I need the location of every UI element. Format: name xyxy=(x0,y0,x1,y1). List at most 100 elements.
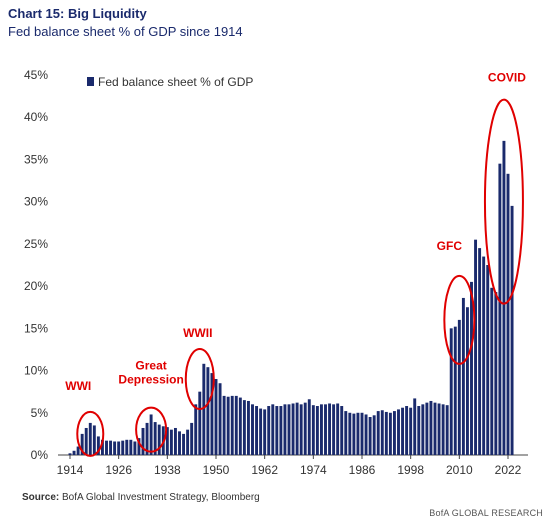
bar xyxy=(149,414,153,455)
bar xyxy=(121,440,125,455)
bar xyxy=(117,441,121,455)
bar xyxy=(194,404,198,455)
x-tick-label: 2010 xyxy=(446,463,473,477)
bar xyxy=(157,424,161,455)
y-tick-label: 5% xyxy=(31,406,49,420)
bar xyxy=(328,403,332,455)
x-tick-label: 1926 xyxy=(105,463,132,477)
bar xyxy=(186,429,190,455)
source-note: Source: BofA Global Investment Strategy,… xyxy=(22,492,260,503)
bar xyxy=(153,422,157,455)
bar xyxy=(202,363,206,455)
bar xyxy=(218,383,222,455)
bar xyxy=(295,402,299,455)
bar xyxy=(465,307,469,455)
bar-chart: 0% 5% 10% 15% 20% 25% 30% 35% 40% 45% 1914 1926 193… xyxy=(24,68,528,477)
bar xyxy=(299,404,303,455)
bar xyxy=(303,402,307,455)
bar xyxy=(169,429,173,455)
bar xyxy=(259,408,263,455)
bar xyxy=(283,404,287,455)
bar xyxy=(324,404,327,455)
annotation-label: GFC xyxy=(437,239,463,253)
bar xyxy=(494,292,498,455)
bar xyxy=(109,440,113,455)
y-tick-label: 30% xyxy=(24,195,48,209)
bar xyxy=(113,441,117,455)
bar xyxy=(84,427,88,455)
bar xyxy=(417,406,421,455)
bar xyxy=(376,411,380,455)
bar xyxy=(336,403,340,455)
y-tick-label: 35% xyxy=(24,152,48,166)
bar xyxy=(251,404,254,455)
x-tick-label: 1986 xyxy=(349,463,376,477)
footer-brand: BofA GLOBAL RESEARCH xyxy=(429,508,543,518)
bar xyxy=(392,411,396,455)
bar xyxy=(255,406,259,455)
bar xyxy=(76,446,80,455)
y-tick-label: 15% xyxy=(24,321,48,335)
annotation-circle xyxy=(135,406,168,453)
bar xyxy=(145,422,149,455)
bar xyxy=(125,439,129,455)
annotation-label: Great xyxy=(135,359,166,373)
bar xyxy=(449,328,453,455)
bar xyxy=(275,406,279,455)
bar xyxy=(498,163,502,455)
bar xyxy=(198,391,202,455)
bar xyxy=(319,404,323,455)
source-label: Source: xyxy=(22,492,60,503)
bar xyxy=(311,405,315,455)
bar xyxy=(80,433,84,455)
bar xyxy=(263,409,267,455)
bar xyxy=(506,173,510,456)
bar xyxy=(279,406,283,455)
bar xyxy=(372,415,376,455)
source-text: BofA Global Investment Strategy, Bloombe… xyxy=(62,492,260,503)
legend: Fed balance sheet % of GDP xyxy=(87,75,253,89)
annotation-label-line2: Depression xyxy=(118,373,183,387)
x-tick-label: 1950 xyxy=(203,463,230,477)
annotation-circle xyxy=(443,274,476,365)
bar xyxy=(486,265,490,455)
bar xyxy=(165,427,169,455)
bar xyxy=(425,402,429,455)
bar xyxy=(242,400,246,455)
bar xyxy=(100,439,104,455)
annotation-label: WWI xyxy=(65,379,91,393)
bar xyxy=(230,395,234,455)
x-tick-label: 2022 xyxy=(495,463,522,477)
bars-group xyxy=(68,140,514,456)
x-tick-label: 1938 xyxy=(154,463,181,477)
bar xyxy=(413,398,417,455)
legend-label: Fed balance sheet % of GDP xyxy=(98,75,253,89)
chart-title: Chart 15: Big Liquidity xyxy=(8,6,147,21)
bar xyxy=(190,422,194,455)
y-axis: 0% 5% 10% 15% 20% 25% 30% 35% 40% 45% xyxy=(24,68,48,462)
bar xyxy=(72,450,76,455)
bar xyxy=(474,239,478,455)
bar xyxy=(401,407,405,455)
bar xyxy=(388,412,392,455)
bar xyxy=(368,417,372,455)
bar xyxy=(360,412,364,455)
bar xyxy=(267,406,271,455)
bar xyxy=(364,414,368,455)
chart-subtitle: Fed balance sheet % of GDP since 1914 xyxy=(8,24,243,39)
y-tick-label: 45% xyxy=(24,68,48,82)
bar xyxy=(271,404,275,455)
bar xyxy=(68,453,72,455)
y-tick-label: 20% xyxy=(24,279,48,293)
bar xyxy=(96,436,100,455)
bar xyxy=(510,205,514,455)
annotation-label: COVID xyxy=(488,71,526,85)
bar xyxy=(234,395,238,455)
bar xyxy=(214,379,218,455)
x-tick-label: 1998 xyxy=(397,463,424,477)
bar xyxy=(291,403,295,455)
bar xyxy=(421,404,425,455)
bar xyxy=(206,367,210,455)
annotation-label: WWII xyxy=(183,326,212,340)
